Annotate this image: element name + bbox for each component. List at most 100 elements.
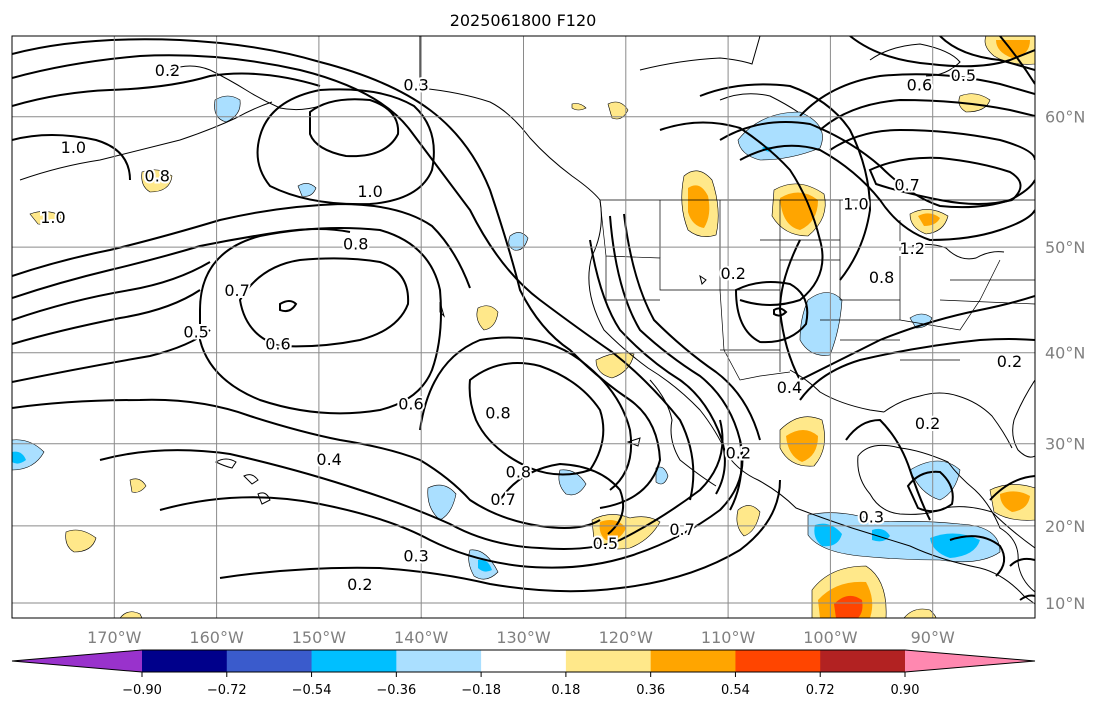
contour-labels: 0.2 0.3 1.0 0.8 1.0 1.0 0.8 0.7 0.5 0.6 0.6 0.8 0.4 0… <box>38 59 1024 596</box>
contour-label-26: 0.6 <box>907 76 932 95</box>
contour-label-5: 1.0 <box>357 182 382 201</box>
contour-label-6: 0.8 <box>343 234 368 253</box>
colorbar-extend-low <box>12 650 142 672</box>
pos-field-south-2 <box>903 608 937 618</box>
colorbar-label-3: −0.36 <box>376 683 416 698</box>
pos-field-pac-small <box>736 505 761 537</box>
contour-label-13: 0.8 <box>506 463 531 482</box>
pos-field-canada-2 <box>571 103 587 111</box>
neg-field-pacific-2 <box>297 183 317 197</box>
pos-field-caribbean-core <box>1000 491 1030 512</box>
contour-label-0: 0.2 <box>155 61 180 80</box>
map-frame <box>11 35 1036 619</box>
contour-label-10: 0.6 <box>398 395 423 414</box>
contour-label-24: 1.2 <box>900 239 925 258</box>
lon-label-5: 120°W <box>599 628 654 647</box>
contour-label-28: 0.2 <box>915 414 940 433</box>
lon-label-3: 140°W <box>394 628 449 647</box>
contour-label-2: 1.0 <box>61 138 86 157</box>
map-title: 2025061800 F120 <box>450 11 597 30</box>
pos-field-bering <box>141 169 173 193</box>
coastlines <box>19 36 1035 605</box>
contour-label-14: 0.7 <box>490 490 515 509</box>
colorbar-bin-4 <box>396 650 482 672</box>
lon-label-2: 150°W <box>292 628 347 647</box>
contour-lines <box>12 36 1035 601</box>
latitude-labels: 60°N 50°N 40°N 30°N 20°N 10°N <box>1045 108 1085 613</box>
pos-field-far-west <box>29 211 63 225</box>
contour-label-20: 0.2 <box>720 264 745 283</box>
colorbar-label-5: 0.18 <box>551 683 580 698</box>
contour-label-11: 0.8 <box>485 403 510 422</box>
lon-label-4: 130°W <box>496 628 551 647</box>
neg-field-gulf-mexico <box>909 460 961 501</box>
colorbar-label-0: −0.90 <box>122 683 162 698</box>
pos-field-south-1-red <box>834 595 863 618</box>
colorbar: −0.90 −0.72 −0.54 −0.36 −0.18 0.18 0.36 0.54 0.7… <box>11 649 1036 698</box>
neg-field-south-core <box>478 559 492 572</box>
contour-label-15: 0.7 <box>669 520 694 539</box>
lat-label-1: 50°N <box>1045 238 1085 257</box>
graticule-grid <box>12 36 1035 618</box>
neg-field-ca-core-1 <box>814 523 842 547</box>
lat-label-3: 30°N <box>1045 435 1085 454</box>
colorbar-bin-3 <box>311 650 397 672</box>
colorbar-extend-high <box>905 650 1035 672</box>
contour-label-12: 0.4 <box>316 450 341 469</box>
longitude-labels: 170°W 160°W 150°W 140°W 130°W 120°W 110°W 100°W… <box>87 628 955 647</box>
contour-label-21: 0.4 <box>777 378 802 397</box>
contour-label-3: 0.8 <box>145 166 170 185</box>
colorbar-bin-1 <box>142 650 228 672</box>
lat-label-5: 10°N <box>1045 594 1085 613</box>
contour-label-17: 0.3 <box>403 547 428 566</box>
contour-label-9: 0.6 <box>265 334 290 353</box>
contour-label-8: 0.5 <box>183 323 208 342</box>
lon-label-7: 100°W <box>803 628 858 647</box>
lat-label-0: 60°N <box>1045 108 1085 127</box>
lat-label-4: 20°N <box>1045 517 1085 536</box>
colorbar-label-7: 0.54 <box>721 683 750 698</box>
colorbar-bin-5 <box>481 650 567 672</box>
colorbar-label-6: 0.36 <box>636 683 665 698</box>
pos-field-dakota-core <box>780 192 818 230</box>
neg-field-hawaii-east <box>558 469 587 496</box>
contour-label-30: 0.2 <box>997 352 1022 371</box>
neg-field-west-core <box>12 451 26 464</box>
pos-field-mexico-core <box>786 430 818 462</box>
pos-field-hudson <box>958 93 991 113</box>
lon-label-6: 110°W <box>701 628 756 647</box>
colorbar-bin-9 <box>820 650 906 672</box>
pos-field-south-3 <box>119 611 143 618</box>
pos-field-hawaii-w <box>129 478 147 493</box>
contour-label-25: 0.8 <box>869 268 894 287</box>
colorbar-bin-7 <box>650 650 736 672</box>
colorbar-bin-6 <box>565 650 652 672</box>
pos-field-rockies-core <box>688 185 710 228</box>
neg-field-ca-core-2 <box>930 533 980 558</box>
pos-field-sw <box>65 529 97 553</box>
contour-label-23: 0.7 <box>894 176 919 195</box>
contour-label-7: 0.7 <box>224 281 249 300</box>
contour-label-18: 0.2 <box>347 575 372 594</box>
contour-label-22: 1.0 <box>843 195 868 214</box>
colorbar-bin-8 <box>735 650 821 672</box>
colorbar-label-1: −0.72 <box>207 683 247 698</box>
pos-field-northeast-core <box>996 40 1030 58</box>
contour-label-1: 0.3 <box>403 76 428 95</box>
contour-label-19: 0.2 <box>726 443 751 462</box>
colorbar-bin-2 <box>226 650 313 672</box>
lon-label-1: 160°W <box>189 628 244 647</box>
colorbar-label-2: −0.54 <box>292 683 332 698</box>
contour-label-27: 0.5 <box>951 66 976 85</box>
lon-label-8: 90°W <box>911 628 955 647</box>
neg-field-mid-pacific <box>427 484 457 521</box>
colorbar-label-4: −0.18 <box>461 683 501 698</box>
pos-field-great-lakes-core <box>918 213 940 226</box>
colorbar-label-8: 0.72 <box>806 683 835 698</box>
lat-label-2: 40°N <box>1045 344 1085 363</box>
contour-label-29: 0.3 <box>859 507 884 526</box>
lon-label-0: 170°W <box>87 628 142 647</box>
pos-field-pacific-ne <box>476 305 499 331</box>
colorbar-label-9: 0.90 <box>891 683 920 698</box>
